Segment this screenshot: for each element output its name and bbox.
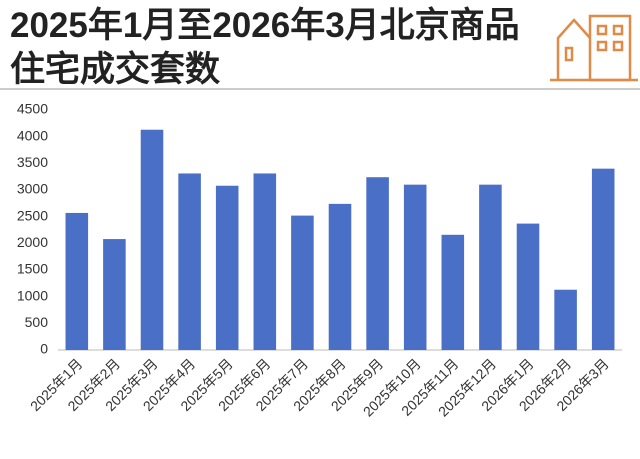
y-tick-label: 0 (40, 341, 48, 357)
bar (178, 173, 201, 350)
y-tick-label: 2000 (17, 234, 48, 250)
y-tick-label: 4000 (17, 127, 48, 143)
building-icon (550, 14, 638, 82)
bar (65, 212, 89, 350)
y-tick-label: 500 (25, 314, 49, 330)
y-tick-label: 4500 (17, 101, 48, 117)
y-tick-label: 3000 (17, 181, 48, 197)
bar (516, 223, 540, 350)
y-tick-label: 2500 (17, 207, 48, 223)
bar (103, 239, 126, 350)
bar (140, 129, 164, 350)
bar (215, 185, 239, 350)
bar (291, 215, 314, 350)
bar (441, 234, 465, 350)
bar (253, 173, 277, 350)
bar (328, 203, 352, 350)
bar (366, 177, 389, 350)
y-tick-label: 1000 (17, 287, 48, 303)
bar (479, 184, 502, 350)
bar (554, 289, 577, 350)
y-tick-label: 3500 (17, 154, 48, 170)
y-tick-label: 1500 (17, 261, 48, 277)
chart-title: 2025年1月至2026年3月北京商品住宅成交套数 (10, 6, 520, 89)
bar (403, 184, 427, 350)
bar (591, 168, 615, 350)
